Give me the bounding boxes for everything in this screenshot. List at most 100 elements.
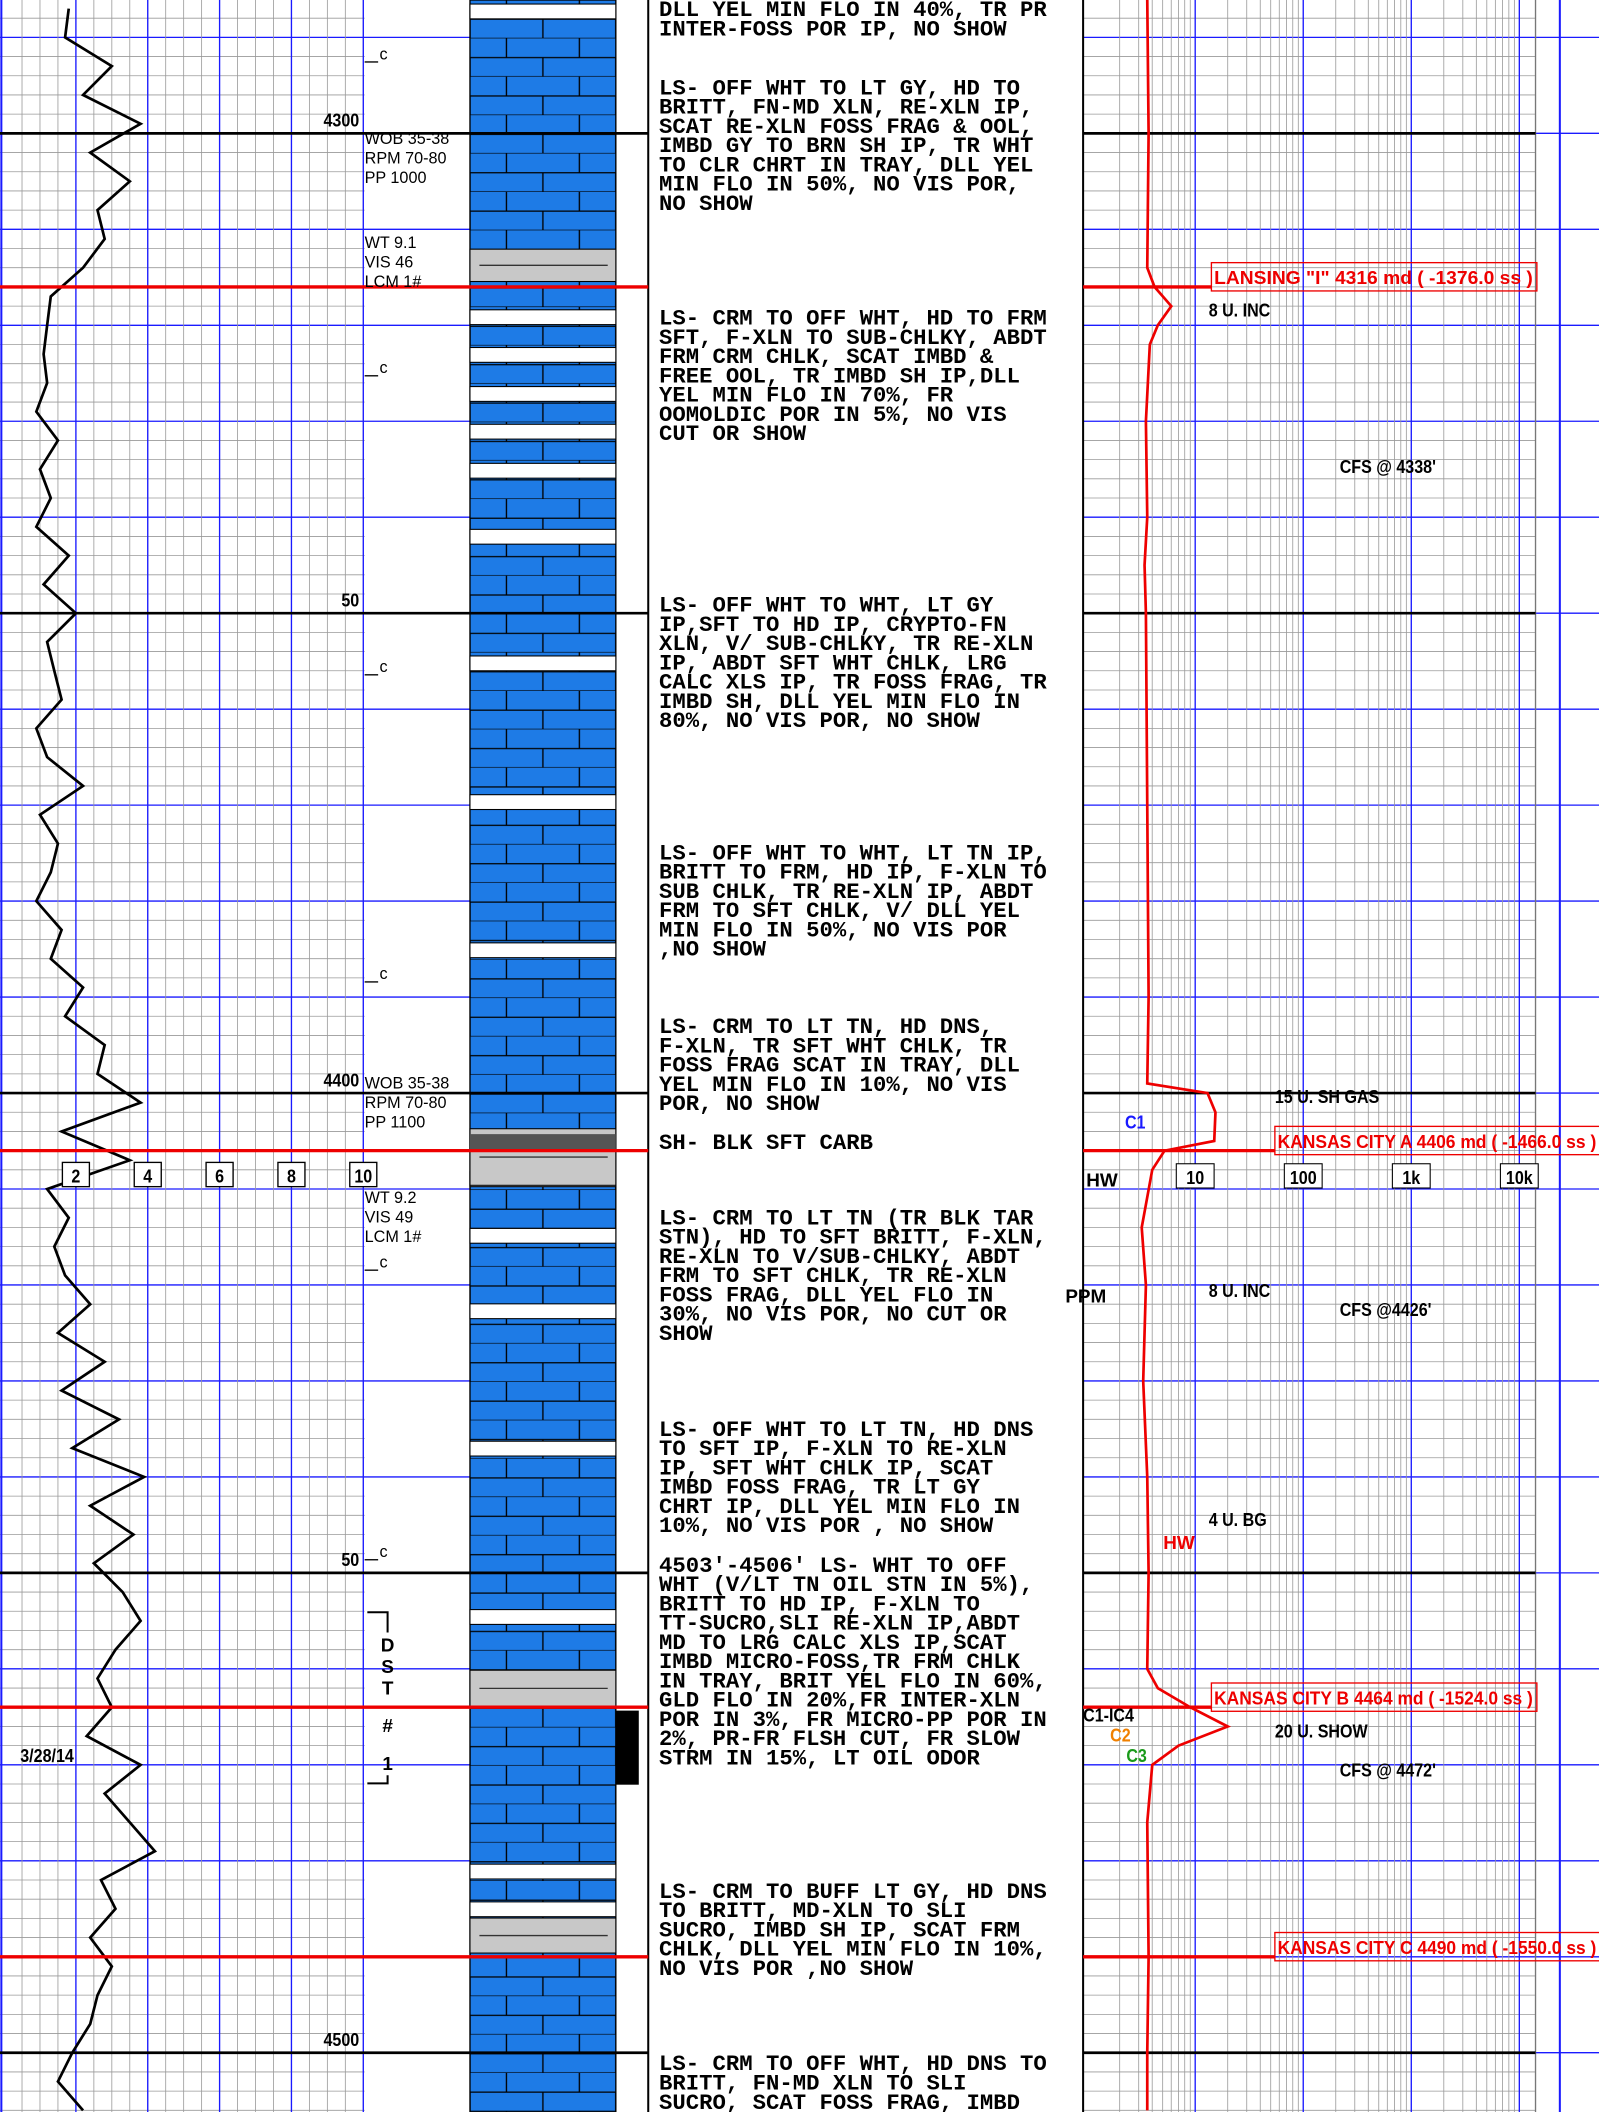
lithology-description: RE-XLN TO V/SUB-CHLKY, ABDT — [659, 1244, 1020, 1270]
lithology-description: NO VIS POR ,NO SHOW — [659, 1956, 914, 1982]
lithology-description: BRITT, FN-MD XLN, RE-XLN IP, — [659, 95, 1033, 121]
dst-bracket — [367, 1611, 639, 1785]
lithology-description: YEL MIN FLO IN 70%, FR — [659, 383, 954, 409]
gas-scale-label: 100 — [1290, 1167, 1317, 1189]
param-note: RPM 70-80 — [365, 150, 447, 168]
lithology-description: IMBD MICRO-FOSS,TR FRM CHLK — [659, 1649, 1021, 1675]
chalk-band — [469, 462, 617, 479]
lithology-description: SUCRO, IMBD SH IP, SCAT FRM — [659, 1917, 1020, 1943]
connection-mark: c — [379, 1543, 387, 1561]
formation-top-label: LANSING "I" 4316 md ( -1376.0 ss ) — [1214, 268, 1533, 289]
lithology-description: BRITT, FN-MD XLN TO SLI — [659, 2071, 967, 2097]
lithology-description: LS- CRM TO LT TN, HD DNS, — [659, 1014, 993, 1040]
lithology-description: SCAT RE-XLN FOSS FRAG & OOL, — [659, 114, 1033, 140]
lithology-description: CHRT IP, DLL YEL MIN FLO IN — [659, 1494, 1020, 1520]
gas-scale-box — [1499, 1163, 1539, 1189]
lithology-description: LS- CRM TO BUFF LT GY, HD DNS — [659, 1879, 1047, 1905]
lithology-description: IMBD GY TO BRN SH IP, TR WHT — [659, 133, 1033, 159]
lithology-description: FOSS FRAG SCAT IN TRAY, DLL — [659, 1053, 1020, 1079]
dst-bracket-line — [367, 1611, 389, 1785]
lithology-description: LS- CRM TO OFF WHT, HD TO FRM — [659, 306, 1047, 332]
param-note: WT 9.1 — [365, 234, 417, 252]
gas-note: CFS @ 4338' — [1340, 456, 1436, 478]
lithology-description: LS- CRM TO LT TN (TR BLK TAR — [659, 1205, 1034, 1231]
lithology-description: ,NO SHOW — [659, 937, 767, 963]
lithology-description: FOSS FRAG, DLL YEL FLO IN — [659, 1282, 993, 1308]
depth-label: 50 — [341, 1549, 359, 1571]
lithology-description: IMBD FOSS FRAG, TR LT GY — [659, 1475, 981, 1501]
dst-letter: D — [381, 1635, 395, 1656]
formation-top-box — [1274, 1931, 1599, 1962]
lithology-description: SUCRO, SCAT FOSS FRAG, IMBD — [659, 2090, 1020, 2112]
lithology-description: IMBD SH, DLL YEL MIN FLO IN — [659, 689, 1020, 715]
rop-scale-box — [277, 1161, 306, 1188]
formation-top-box — [1274, 1125, 1599, 1156]
connection-mark: c — [379, 45, 387, 63]
gas-note: 20 U. SHOW — [1275, 1720, 1368, 1742]
gas-curve-label: HW — [1163, 1533, 1195, 1554]
lithology-description: TT-SUCRO,SLI RE-XLN IP,ABDT — [659, 1611, 1020, 1637]
lithology-description: TO SFT IP, F-XLN TO RE-XLN — [659, 1436, 1007, 1462]
lithology-description: POR IN 3%, FR MICRO-PP POR IN — [659, 1707, 1047, 1733]
chalk-band — [469, 3, 617, 20]
lithology-description: IP,SFT TO HD IP, CRYPTO-FN — [659, 612, 1007, 638]
lithology-description: NO SHOW — [659, 191, 753, 217]
dst-letter: T — [382, 1678, 394, 1699]
param-note: WOB 35-38 — [365, 1074, 450, 1092]
chalk-band — [469, 655, 617, 672]
lithology-description: YEL MIN FLO IN 10%, NO VIS — [659, 1072, 1007, 1098]
lithology-description: 4503'-4506' LS- WHT TO OFF — [659, 1553, 1007, 1579]
chromatograph-label: C1-IC4 — [1083, 1704, 1134, 1726]
lithology-description: LS- CRM TO OFF WHT, HD DNS TO — [659, 2051, 1047, 2077]
lithology-description: WHT (V/LT TN OIL STN IN 5%), — [659, 1572, 1033, 1598]
gas-scale-label: 10k — [1506, 1167, 1533, 1189]
gas-scale-label: 10 — [1186, 1167, 1204, 1189]
chalk-band — [469, 386, 617, 402]
lithology-description: SUB CHLK, TR RE-XLN IP, ABDT — [659, 879, 1033, 905]
rop-curve — [34, 8, 158, 2112]
gas-scale-box — [1175, 1163, 1215, 1189]
gas-note: 8 U. INC — [1209, 299, 1271, 321]
gas-scale-box — [1283, 1163, 1323, 1189]
dst-letter: # — [382, 1716, 393, 1737]
lithology-description: POR, NO SHOW — [659, 1091, 820, 1117]
connection-mark: c — [379, 359, 387, 377]
chalk-band — [469, 528, 617, 545]
param-note: PP 1000 — [365, 169, 427, 187]
chalk-band — [469, 1227, 617, 1244]
lithology-description: LS- OFF WHT TO WHT, LT GY — [659, 593, 994, 619]
param-note: VIS 46 — [365, 253, 414, 271]
lithology-description: SFT, F-XLN TO SUB-CHLKY, ABDT — [659, 325, 1047, 351]
chalk-band — [469, 794, 617, 811]
gas-scale-label: 1k — [1402, 1167, 1420, 1189]
lithology-description: MIN FLO IN 50%, NO VIS POR — [659, 917, 1007, 943]
lithology-description: INTER-FOSS POR IP, NO SHOW — [659, 16, 1007, 42]
lithology-description: 2%, PR-FR FLSH CUT, FR SLOW — [659, 1726, 1021, 1752]
chalk-band — [469, 346, 617, 363]
chalk-band — [469, 1303, 617, 1320]
param-note: WOB 35-38 — [365, 130, 450, 148]
lithology-description: BRITT TO HD IP, F-XLN TO — [659, 1591, 980, 1617]
rop-scale-label: 4 — [143, 1165, 152, 1187]
param-note: VIS 49 — [365, 1208, 414, 1226]
gas-note: CFS @4426' — [1340, 1299, 1432, 1321]
chalk-band — [469, 1609, 617, 1625]
lithology-description: LS- OFF WHT TO WHT, LT TN IP, — [659, 840, 1047, 866]
rop-scale-label: 10 — [354, 1165, 372, 1187]
param-note: WT 9.2 — [365, 1189, 417, 1207]
param-note: LCM 1# — [365, 1228, 422, 1246]
gas-note: 15 U. SH GAS — [1275, 1086, 1379, 1108]
lithology-description: SH- BLK SFT CARB — [659, 1130, 873, 1156]
gas-note: 4 U. BG — [1209, 1509, 1267, 1531]
gas-note: 8 U. INC — [1209, 1280, 1271, 1302]
gas-curve — [1140, 0, 1232, 2111]
gas-note: CFS @ 4472' — [1340, 1759, 1436, 1781]
chalk-band — [469, 1863, 617, 1880]
carb-shale — [469, 1134, 616, 1151]
lithology-description: MIN FLO IN 50%, NO VIS POR, — [659, 172, 1020, 198]
connection-mark: c — [379, 658, 387, 676]
gas-unit: PPM — [1065, 1287, 1106, 1308]
